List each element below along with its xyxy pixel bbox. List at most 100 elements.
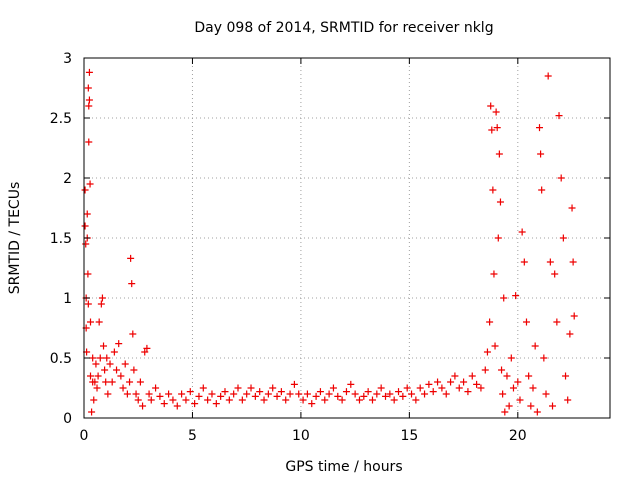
data-point [334,392,342,400]
data-point [551,270,559,278]
data-point [527,402,535,410]
data-point [230,390,238,398]
data-point [82,240,90,248]
data-point [481,366,489,374]
data-point [243,390,251,398]
data-point [251,392,259,400]
data-point [87,372,95,380]
y-tick-label: 3 [63,51,72,67]
data-point [89,354,97,362]
data-point [127,254,135,262]
data-point [483,348,491,356]
data-point [569,258,577,266]
data-point [399,392,407,400]
data-point [273,392,281,400]
data-point [299,396,307,404]
data-point [557,174,565,182]
data-point [121,360,129,368]
data-point [269,384,277,392]
data-point [104,390,112,398]
data-point [421,390,429,398]
data-point [91,378,99,386]
data-point [489,186,497,194]
data-point [512,292,520,300]
data-point [100,342,108,350]
data-point [204,396,212,404]
data-point [182,396,190,404]
data-point [128,280,136,288]
data-point [537,150,545,158]
data-point [208,390,216,398]
data-point [559,234,567,242]
data-point [141,348,149,356]
data-point [451,372,459,380]
data-point [286,390,294,398]
data-point [570,312,578,320]
data-point [490,270,498,278]
data-point [321,396,329,404]
data-point [503,372,511,380]
data-point [126,378,134,386]
data-point [84,270,92,278]
data-point [538,186,546,194]
data-point [495,150,503,158]
data-point [473,380,481,388]
data-point [499,390,507,398]
data-point [85,138,93,146]
data-point [488,126,496,134]
data-point [316,388,324,396]
data-point [487,102,495,110]
plot-frame [83,57,611,419]
data-point [312,392,320,400]
grid-layer [84,58,610,418]
data-point [178,390,186,398]
data-point [477,384,485,392]
data-point [90,396,98,404]
data-point [373,390,381,398]
data-point [169,396,177,404]
axis-layer: 0 5 10 15 20 0 0.5 1 1.5 2 2.5 3 [50,51,611,444]
data-point [564,396,572,404]
data-point [303,390,311,398]
data-point [221,388,229,396]
y-tick-label: 2.5 [50,111,72,127]
data-point [395,388,403,396]
data-point [338,396,346,404]
data-point [260,396,268,404]
data-point [106,360,114,368]
data-point [540,354,548,362]
data-point [108,378,116,386]
data-point [520,258,528,266]
data-point [486,318,494,326]
data-point [351,390,359,398]
data-point [199,384,207,392]
data-point [136,378,144,386]
data-point [382,392,390,400]
data-point [325,390,333,398]
data-point [98,294,106,302]
data-point [119,384,127,392]
data-point [282,396,290,404]
y-tick-label: 2 [63,171,72,187]
data-point [403,384,411,392]
x-tick-label: 20 [509,428,527,444]
data-point [295,390,303,398]
data-point [117,372,125,380]
data-point [542,390,550,398]
data-point [143,344,151,352]
data-point [434,378,442,386]
data-point [364,388,372,396]
data-point [160,400,168,408]
data-point [544,72,552,80]
x-tick-label: 5 [188,428,197,444]
data-point [493,124,501,132]
x-tick-label: 10 [292,428,310,444]
data-point [360,392,368,400]
points-layer [81,68,578,416]
data-point [438,384,446,392]
data-point [531,342,539,350]
data-point [464,388,472,396]
data-point [500,294,508,302]
data-point [562,372,570,380]
